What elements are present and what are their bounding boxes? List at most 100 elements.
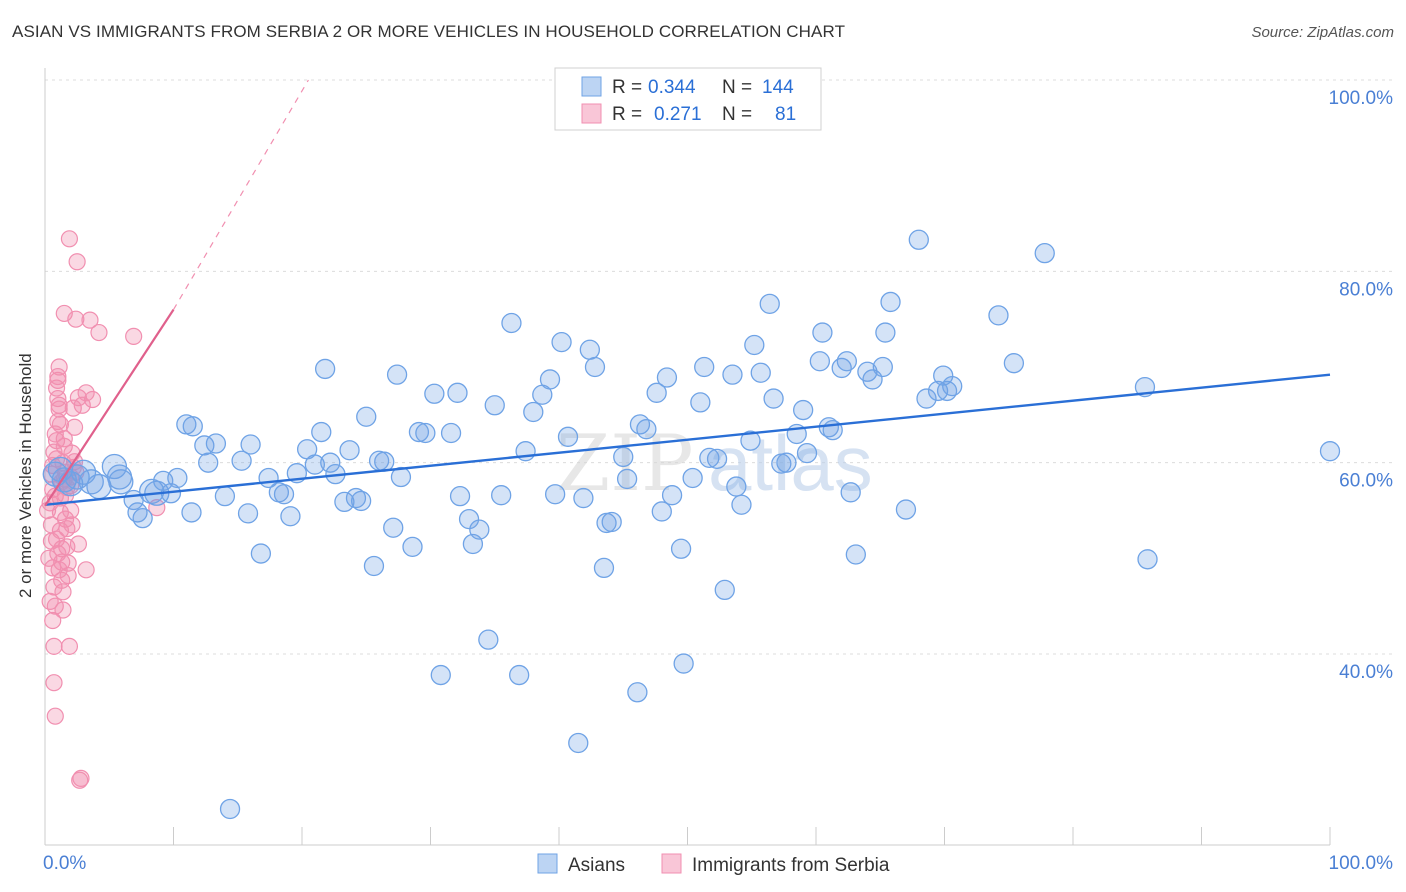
- asian-point: [568, 732, 589, 754]
- serbia-point: [60, 637, 79, 655]
- asian-point: [656, 367, 678, 388]
- y-tick-label: 40.0%: [1339, 662, 1393, 683]
- asian-point: [363, 555, 385, 577]
- asian-point: [731, 494, 752, 515]
- y-tick-label: 80.0%: [1339, 279, 1393, 300]
- asian-point: [237, 503, 259, 524]
- asian-point: [240, 434, 261, 455]
- asian-point: [673, 653, 694, 674]
- asian-point: [408, 421, 430, 443]
- bottom-legend-swatch-serbia: [661, 853, 682, 874]
- asian-point: [699, 447, 720, 469]
- serbia-point: [46, 707, 64, 725]
- asian-point: [895, 499, 917, 520]
- asian-point: [78, 469, 104, 495]
- asian-point: [796, 442, 818, 464]
- asian-point: [809, 351, 831, 372]
- asian-point: [108, 469, 134, 495]
- asian-point: [491, 485, 512, 506]
- asian-point: [447, 382, 468, 403]
- asian-point: [205, 433, 227, 454]
- legend-r-value: 0.271: [654, 104, 702, 125]
- asian-point: [374, 451, 395, 472]
- asian-point: [601, 511, 622, 533]
- asian-point: [356, 406, 377, 427]
- serbia-point: [68, 253, 86, 271]
- asian-point: [1137, 549, 1158, 570]
- asian-point: [636, 419, 657, 440]
- asian-point: [750, 362, 771, 383]
- serbia-trend-extension: [172, 79, 309, 310]
- asian-point: [682, 467, 703, 489]
- chart-source: Source: ZipAtlas.com: [1251, 24, 1394, 41]
- asian-point: [181, 502, 202, 523]
- x-tick-label: 0.0%: [43, 853, 86, 874]
- asian-point: [182, 416, 203, 437]
- asian-point: [584, 356, 606, 378]
- asian-point: [386, 364, 408, 385]
- asian-point: [523, 401, 544, 423]
- asian-point: [478, 629, 499, 650]
- serbia-point: [40, 549, 58, 567]
- legend-n-value: 81: [775, 104, 796, 125]
- asian-point: [694, 356, 715, 378]
- tick-labels: 40.0% 60.0% 80.0% 100.0% 0.0% 100.0%: [43, 88, 1393, 874]
- asian-point: [544, 484, 566, 505]
- asian-point: [311, 421, 332, 443]
- asian-point: [661, 485, 683, 506]
- asian-point: [670, 538, 692, 559]
- serbia-trend-line: [44, 308, 175, 507]
- asian-point: [579, 339, 600, 360]
- asian-point: [613, 446, 634, 468]
- serbia-point: [125, 327, 143, 345]
- asian-point: [759, 293, 780, 315]
- asians-trend-line: [44, 373, 1331, 506]
- asian-point: [339, 440, 360, 461]
- asian-point: [320, 452, 341, 473]
- asian-point: [440, 422, 462, 444]
- x-tick-label: 100.0%: [1329, 853, 1394, 874]
- serbia-point: [54, 601, 72, 619]
- serbia-series: [38, 230, 166, 789]
- asian-point: [214, 485, 236, 507]
- serbia-point: [90, 323, 108, 342]
- serbia-point: [51, 415, 70, 433]
- asian-point: [539, 369, 561, 390]
- asian-point: [350, 490, 372, 512]
- y-tick-label: 100.0%: [1329, 88, 1394, 109]
- asian-point: [916, 388, 937, 409]
- serbia-point: [46, 425, 64, 443]
- serbia-point: [46, 597, 64, 615]
- serbia-point: [77, 384, 95, 402]
- bottom-legend-asians: Asians: [568, 855, 625, 876]
- serbia-point: [81, 311, 99, 329]
- serbia-point: [42, 532, 61, 550]
- serbia-point: [69, 535, 88, 553]
- serbia-point: [44, 559, 62, 577]
- legend-r-value: 0.344: [648, 77, 696, 98]
- asian-point: [776, 452, 797, 473]
- serbia-point: [45, 674, 63, 692]
- serbia-point: [67, 310, 85, 328]
- asian-point: [988, 305, 1009, 326]
- asian-point: [726, 476, 747, 497]
- watermark: ZIP atlas: [556, 419, 873, 509]
- asian-point: [383, 517, 404, 538]
- legend-n-value: 144: [762, 77, 794, 98]
- asian-point: [573, 487, 594, 509]
- asian-point: [646, 382, 667, 403]
- serbia-point: [44, 611, 62, 630]
- serbia-point: [50, 561, 68, 579]
- bottom-legend-swatch-asians: [537, 853, 558, 874]
- asian-point: [231, 450, 252, 471]
- asian-point: [616, 468, 638, 490]
- serbia-point: [77, 561, 95, 579]
- asian-point: [304, 454, 326, 475]
- legend-r-label: R =: [612, 104, 642, 125]
- legend-swatch-asians: [581, 76, 602, 97]
- asian-point: [651, 501, 672, 522]
- asian-point: [872, 356, 893, 378]
- asian-point: [706, 448, 728, 469]
- serbia-point: [54, 583, 72, 601]
- serbia-point: [72, 769, 90, 787]
